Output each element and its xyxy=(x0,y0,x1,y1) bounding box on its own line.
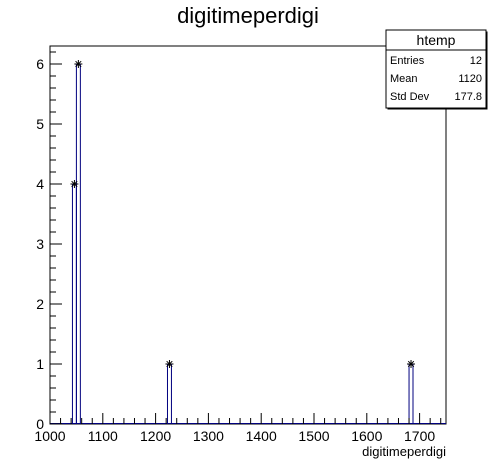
stats-row-value: 177.8 xyxy=(454,91,482,103)
y-tick-label: 2 xyxy=(36,296,44,312)
x-tick-label: 1100 xyxy=(88,428,118,444)
data-markers xyxy=(70,60,416,368)
histogram-bar xyxy=(71,183,77,424)
histogram-bar xyxy=(75,63,81,424)
x-tick-label: 1400 xyxy=(246,428,277,444)
y-tick-label: 5 xyxy=(36,116,44,132)
y-tick-label: 0 xyxy=(36,416,44,432)
x-tick-label: 1300 xyxy=(193,428,224,444)
y-axis: 0 1 2 3 4 5 6 xyxy=(36,51,62,432)
x-tick-label: 1000 xyxy=(34,428,65,444)
y-tick-label: 6 xyxy=(36,56,44,72)
chart-title: digitimeperdigi xyxy=(177,3,319,28)
x-tick-label: 1600 xyxy=(351,428,382,444)
y-tick-label: 3 xyxy=(36,236,44,252)
stats-row-value: 12 xyxy=(470,55,482,67)
x-tick-label: 1700 xyxy=(404,428,435,444)
stats-box: htemp Entries 12 Mean 1120 Std Dev 177.8 xyxy=(385,29,488,110)
y-tick-label: 1 xyxy=(36,356,44,372)
stats-row-label: Std Dev xyxy=(390,91,430,103)
x-tick-label: 1200 xyxy=(140,428,171,444)
histogram-bars xyxy=(50,63,446,424)
stats-row-label: Mean xyxy=(390,73,418,85)
stats-row-label: Entries xyxy=(390,55,425,67)
histogram-bar xyxy=(408,363,414,424)
data-point xyxy=(70,180,79,188)
y-tick-label: 4 xyxy=(36,176,44,192)
histogram-bar xyxy=(166,363,172,424)
x-axis: 1000 1100 1200 1300 1400 1500 1600 1700 xyxy=(34,413,442,444)
data-point xyxy=(74,60,83,68)
data-point xyxy=(165,360,174,368)
data-point xyxy=(407,360,416,368)
stats-row-value: 1120 xyxy=(458,73,482,85)
x-axis-title: digitimeperdigi xyxy=(362,444,446,459)
stats-box-name: htemp xyxy=(417,32,456,48)
x-tick-label: 1500 xyxy=(298,428,329,444)
stats-box-frame xyxy=(385,29,487,109)
